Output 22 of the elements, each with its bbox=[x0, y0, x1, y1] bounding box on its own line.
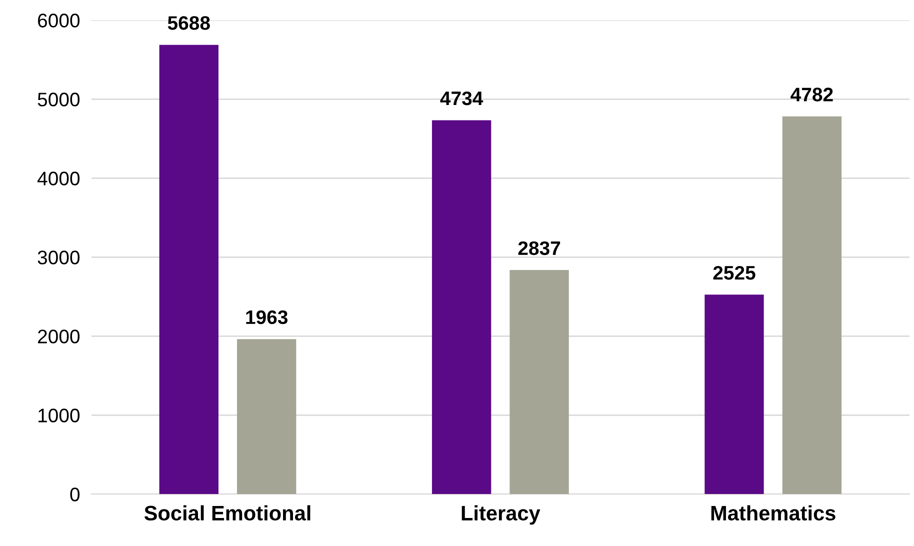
bar bbox=[782, 116, 842, 494]
data-label: 4734 bbox=[440, 91, 484, 106]
bar bbox=[432, 120, 492, 494]
bar bbox=[159, 44, 218, 494]
y-tick-label: 3000 bbox=[38, 250, 80, 264]
x-tick-label: Literacy bbox=[462, 505, 540, 525]
data-label: 5688 bbox=[168, 16, 210, 30]
bar bbox=[510, 270, 569, 494]
y-tick-label: 6000 bbox=[38, 14, 80, 28]
y-tick-label: 2000 bbox=[38, 330, 80, 344]
data-label: 2837 bbox=[518, 241, 560, 256]
y-tick-label: 0 bbox=[70, 488, 80, 502]
y-tick-label: 1000 bbox=[38, 408, 80, 422]
bar bbox=[237, 339, 296, 494]
data-label: 4782 bbox=[790, 88, 833, 102]
data-label: 1963 bbox=[246, 310, 288, 324]
y-tick-label: 4000 bbox=[37, 172, 80, 186]
data-label: 2525 bbox=[713, 266, 756, 280]
bar bbox=[704, 294, 764, 494]
y-tick-label: 5000 bbox=[38, 92, 80, 106]
x-tick-label: Mathematics bbox=[711, 505, 836, 521]
x-tick-label: Social Emotional bbox=[144, 505, 310, 521]
